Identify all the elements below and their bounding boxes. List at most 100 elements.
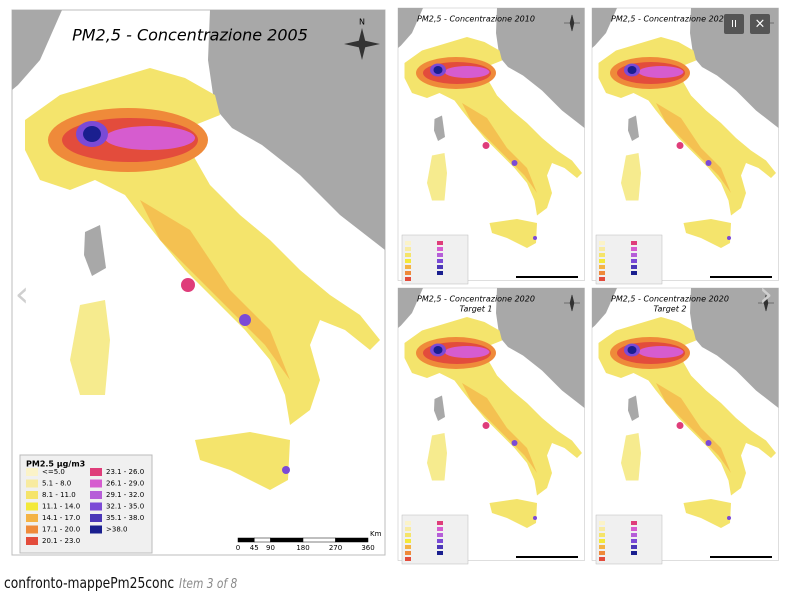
legend-label: 32.1 - 35.0 [106,503,144,511]
legend-swatch [599,241,605,245]
legend-swatch [631,545,637,549]
scale-bar [516,276,578,278]
legend-swatch [599,265,605,269]
legend-box [401,234,469,285]
legend-swatch [631,265,637,269]
legend-swatch [26,537,38,545]
legend-swatch [437,551,443,555]
legend-swatch [599,259,605,263]
legend-label: 5.1 - 8.0 [42,480,71,488]
legend-swatch [437,545,443,549]
legend-swatch [599,557,605,561]
scale-label: 90 [266,544,275,552]
scale-segment [302,537,336,543]
scale-segment [254,537,271,543]
map-title: PM2,5 - Concentrazione 2005 [72,26,308,45]
legend-swatch [631,551,637,555]
legend-swatch [405,551,411,555]
legend-title: PM2.5 µg/m3 [26,460,85,469]
legend-swatch [90,479,102,488]
legend-swatch [405,241,411,245]
scale-bar [516,556,578,558]
legend-label: 23.1 - 26.0 [106,468,144,476]
scale-segment [335,537,369,543]
small-map: PM2,5 - Concentrazione 2020 [591,7,779,285]
map-title: PM2,5 - Concentrazione 2020 [611,295,729,304]
compass [564,294,580,312]
pause-icon[interactable]: II [731,19,737,30]
legend-swatch [437,521,443,525]
map-subtitle: Target 1 [459,305,492,314]
legend-swatch [599,551,605,555]
legend-label: 35.1 - 38.0 [106,514,144,522]
legend-swatch [405,277,411,281]
scale-unit: Km [370,530,382,538]
map-subtitle: Target 2 [653,305,686,314]
legend-box [401,514,469,565]
legend-label: 26.1 - 29.0 [106,480,144,488]
legend-swatch [405,253,411,257]
legend-swatch [90,502,102,511]
scale-segment [270,537,304,543]
legend-label: 29.1 - 32.0 [106,491,144,499]
caption-counter: Item 3 of 8 [179,577,238,592]
legend-swatch [437,271,443,275]
legend-swatch [437,259,443,263]
legend-swatch [631,259,637,263]
legend-swatch [405,247,411,251]
prev-arrow[interactable]: ‹ [15,274,29,315]
legend-swatch [631,533,637,537]
legend-label: 17.1 - 20.0 [42,526,80,534]
compass [564,14,580,32]
main-map: PM2,5 - Concentrazione 2005 N PM2.5 µg/m… [11,9,386,556]
map-title: PM2,5 - Concentrazione 2020 [417,295,535,304]
next-arrow[interactable]: › [759,274,773,315]
scale-label: 180 [296,544,309,552]
legend-swatch [599,539,605,543]
legend-swatch [405,545,411,549]
legend-swatch [599,277,605,281]
scale-bar [710,556,772,558]
legend-swatch [90,491,102,499]
legend-swatch [26,468,38,476]
legend-swatch [599,271,605,275]
legend-swatch [405,539,411,543]
small-map: PM2,5 - Concentrazione 2010 [397,7,585,285]
legend-swatch [599,527,605,531]
legend-swatch [631,247,637,251]
legend-swatch [631,539,637,543]
close-icon[interactable]: × [755,17,766,32]
legend-swatch [405,265,411,269]
scale-label: 360 [361,544,374,552]
small-maps: PM2,5 - Concentrazione 2010 PM2,5 - Conce… [397,7,779,565]
legend-swatch [90,468,102,476]
legend-swatch [437,527,443,531]
legend-swatch [26,514,38,522]
legend-swatch [437,265,443,269]
legend-swatch [631,271,637,275]
legend-swatch [26,491,38,499]
map-title: PM2,5 - Concentrazione 2010 [417,15,535,24]
legend-box [595,234,663,285]
caption: confronto-mappePm25conc Item 3 of 8 [4,574,237,592]
legend-swatch [26,525,38,534]
pause-button[interactable] [724,14,744,34]
legend-swatch [26,502,38,511]
legend-box [19,454,153,554]
close-button[interactable] [750,14,770,34]
legend-box [595,514,663,565]
legend-swatch [437,539,443,543]
compass [758,294,774,312]
legend-swatch [405,557,411,561]
legend-label: 8.1 - 11.0 [42,491,76,499]
legend-swatch [405,533,411,537]
legend-swatch [26,479,38,488]
legend-swatch [90,514,102,522]
caption-title: confronto-mappePm25conc [4,574,175,592]
legend: <=5.0 5.1 - 8.0 8.1 - 11.0 11.1 - 14.0 14.1 … [26,468,144,545]
legend-swatch [631,521,637,525]
legend-swatch [631,253,637,257]
legend-label: 20.1 - 23.0 [42,537,80,545]
